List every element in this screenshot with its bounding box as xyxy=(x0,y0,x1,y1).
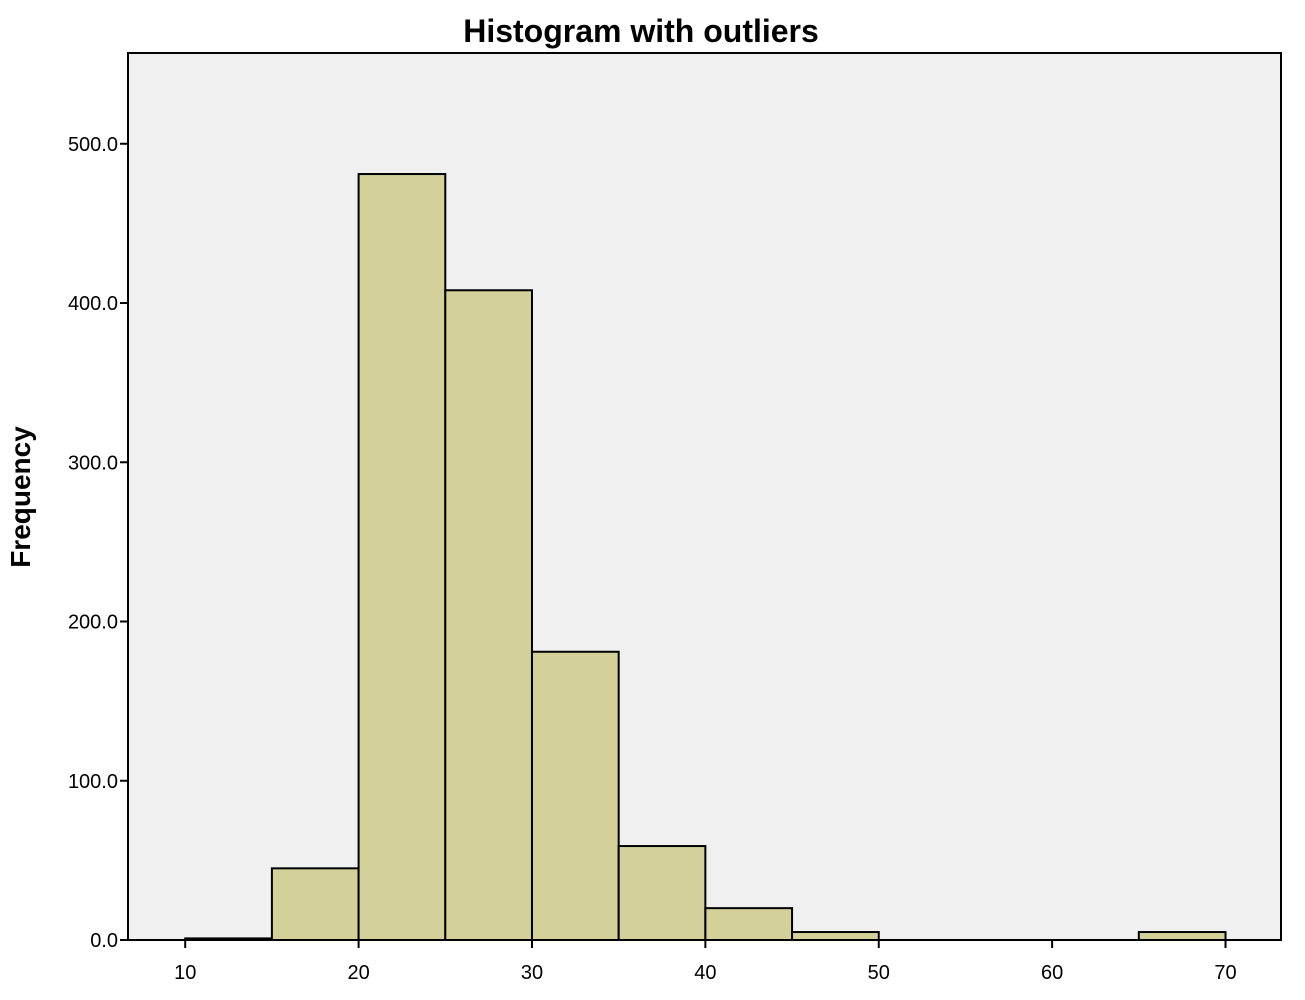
histogram-bar-45-50 xyxy=(791,931,880,942)
bars-group xyxy=(184,173,1227,942)
y-ticks-group: 0.0 100.0 200.0 300.0 400.0 500.0 xyxy=(68,134,128,952)
chart-title: Histogram with outliers xyxy=(463,13,819,49)
x-tick-label-30: 30 xyxy=(521,962,543,984)
y-tick-label-0.0: 0.0 xyxy=(90,930,118,952)
plot-area xyxy=(127,52,1282,941)
y-axis-label: Frequency xyxy=(5,426,36,568)
histogram-bar-35-40 xyxy=(617,845,707,941)
y-tick-label-100.0: 100.0 xyxy=(68,771,118,793)
x-tick-label-20: 20 xyxy=(347,962,369,984)
x-ticks-group: 10 20 30 40 50 60 70 xyxy=(174,940,1237,984)
x-tick-label-40: 40 xyxy=(694,962,716,984)
y-tick-label-200.0: 200.0 xyxy=(68,612,118,634)
histogram-bar-20-25 xyxy=(357,173,447,942)
histogram-bar-25-30 xyxy=(444,289,533,941)
x-tick-label-60: 60 xyxy=(1041,962,1063,984)
histogram-bar-40-45 xyxy=(704,907,794,942)
histogram-bar-65-70 xyxy=(1137,931,1227,942)
x-tick-label-50: 50 xyxy=(868,962,890,984)
y-tick-label-500.0: 500.0 xyxy=(68,134,118,156)
x-tick-label-70: 70 xyxy=(1214,962,1236,984)
histogram-bar-15-20 xyxy=(270,867,360,941)
y-tick-label-400.0: 400.0 xyxy=(68,293,118,315)
x-tick-label-10: 10 xyxy=(174,962,196,984)
y-tick-label-300.0: 300.0 xyxy=(68,452,118,474)
histogram-bar-30-35 xyxy=(530,650,620,942)
